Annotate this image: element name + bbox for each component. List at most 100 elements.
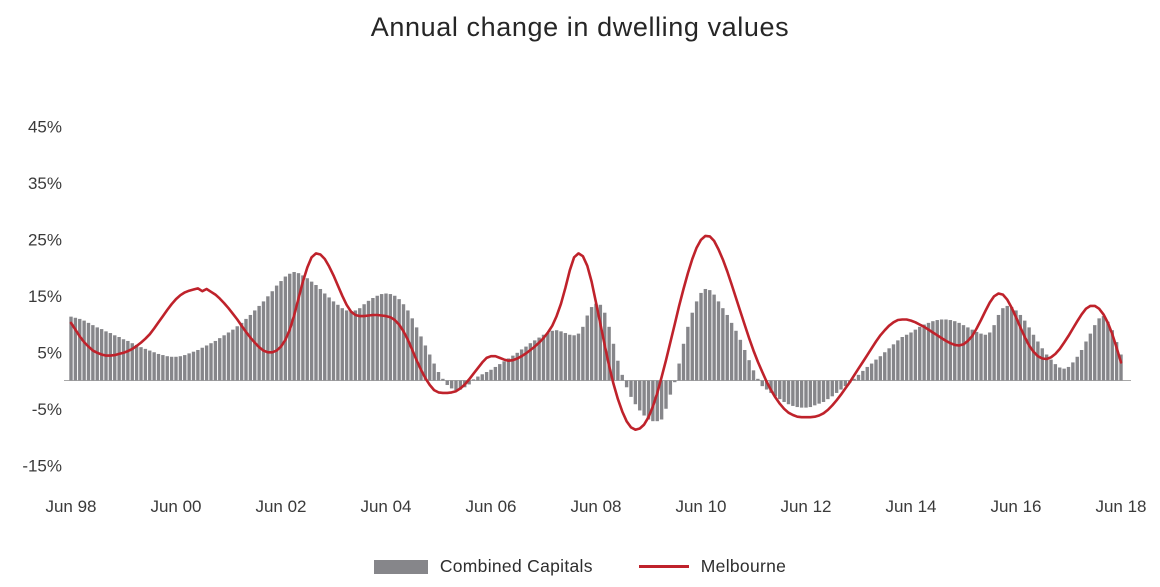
combined-capitals-bar — [318, 288, 323, 381]
combined-capitals-bar — [839, 380, 843, 390]
legend-label: Melbourne — [700, 556, 787, 576]
combined-capitals-bar — [1110, 330, 1114, 381]
combined-capitals-bar — [537, 337, 541, 381]
combined-capitals-bar — [331, 301, 336, 381]
combined-capitals-bar — [743, 349, 747, 381]
combined-capitals-bar — [113, 335, 117, 381]
y-axis-tick-label: 5% — [37, 343, 62, 362]
combined-capitals-bar — [1001, 308, 1005, 381]
combined-capitals-bar — [528, 343, 533, 381]
combined-capitals-bar — [397, 299, 401, 381]
combined-capitals-bar — [91, 325, 95, 381]
combined-capitals-bar — [747, 360, 751, 381]
combined-capitals-bar — [594, 303, 598, 381]
combined-capitals-bar — [506, 358, 511, 381]
combined-capitals-bar — [541, 334, 546, 381]
combined-capitals-bar — [117, 337, 121, 381]
combined-capitals-bar — [646, 380, 651, 420]
combined-capitals-bar — [270, 291, 274, 381]
combined-capitals-bar — [629, 380, 633, 397]
combined-capitals-bar — [283, 276, 288, 381]
combined-capitals-bar — [826, 380, 830, 400]
combined-capitals-bar — [861, 370, 865, 381]
combined-capitals-bar — [401, 304, 406, 381]
chart-legend: Combined Capitals Melbourne — [0, 556, 1160, 577]
combined-capitals-bar — [476, 376, 480, 381]
combined-capitals-bar — [856, 374, 861, 381]
combined-capitals-bar — [585, 315, 589, 381]
combined-capitals-bar — [121, 339, 126, 381]
y-axis-tick-label: 45% — [28, 117, 62, 136]
combined-capitals-bar — [764, 380, 769, 390]
combined-capitals-bar — [1079, 349, 1084, 381]
combined-capitals-bar — [769, 380, 773, 393]
x-axis-tick-label: Jun 98 — [45, 497, 96, 516]
combined-capitals-bar — [992, 325, 996, 381]
combined-capitals-bar — [852, 378, 856, 381]
combined-capitals-bar — [336, 304, 340, 381]
combined-capitals-bar — [235, 326, 239, 381]
combined-capitals-bar — [974, 331, 979, 381]
combined-capitals-bar — [642, 380, 646, 416]
combined-capitals-bar — [126, 340, 130, 381]
combined-capitals-bar — [1031, 334, 1036, 381]
combined-capitals-bar — [690, 312, 694, 381]
combined-capitals-bar — [196, 349, 200, 381]
combined-capitals-bar — [874, 359, 878, 381]
combined-capitals-bar — [441, 378, 445, 381]
combined-capitals-bar — [183, 355, 187, 381]
combined-capitals-bar — [86, 322, 91, 381]
legend-label: Combined Capitals — [439, 556, 593, 576]
combined-capitals-bar — [668, 380, 673, 395]
combined-capitals-bar — [655, 380, 659, 422]
combined-capitals-bar — [156, 353, 161, 381]
combined-capitals-bar — [406, 310, 410, 381]
combined-capitals-bar — [869, 363, 874, 381]
combined-capitals-bar — [804, 380, 808, 408]
combined-capitals-bar — [760, 380, 764, 387]
combined-capitals-bar — [659, 380, 664, 420]
combined-capitals-bar — [393, 295, 397, 381]
combined-capitals-bar — [388, 294, 393, 381]
combined-capitals-bar — [926, 322, 931, 381]
combined-capitals-bar — [358, 308, 362, 381]
combined-capitals-bar — [865, 366, 869, 381]
combined-capitals-bar — [384, 293, 388, 381]
combined-capitals-bar — [130, 343, 134, 381]
combined-capitals-bar — [1101, 316, 1106, 381]
combined-capitals-bar — [519, 349, 524, 381]
combined-capitals-bar — [353, 310, 358, 381]
combined-capitals-bar — [1040, 348, 1044, 381]
combined-capitals-bar — [948, 320, 953, 381]
combined-capitals-bar — [712, 294, 716, 381]
combined-capitals-bar — [904, 334, 909, 381]
combined-capitals-bar — [953, 321, 957, 381]
combined-capitals-bar — [1097, 318, 1101, 381]
combined-capitals-bar — [78, 318, 82, 381]
combined-capitals-bar — [340, 308, 344, 381]
combined-capitals-bar — [1014, 310, 1018, 381]
combined-capitals-bar — [257, 305, 261, 381]
combined-capitals-bar — [344, 310, 349, 381]
combined-capitals-bar — [274, 285, 279, 381]
combined-capitals-bar — [305, 278, 309, 381]
combined-capitals-bar — [559, 331, 563, 381]
combined-capitals-bar — [791, 380, 795, 406]
combined-capitals-bar — [445, 380, 449, 386]
combined-capitals-bar — [253, 310, 257, 381]
combined-capitals-bar — [935, 320, 939, 381]
combined-capitals-bar — [467, 380, 471, 385]
combined-capitals-bar — [169, 356, 174, 381]
combined-capitals-bar — [931, 321, 935, 381]
x-axis-tick-label: Jun 18 — [1095, 497, 1146, 516]
combined-capitals-bar — [786, 380, 791, 405]
bar-series-swatch — [373, 559, 428, 574]
combined-capitals-bar — [143, 348, 148, 381]
combined-capitals-bar — [773, 380, 778, 397]
combined-capitals-bar — [524, 346, 528, 381]
combined-capitals-bar — [563, 333, 568, 381]
combined-capitals-bar — [572, 335, 576, 381]
combined-capitals-bar — [1044, 354, 1049, 381]
combined-capitals-bar — [498, 364, 502, 381]
combined-capitals-bar — [734, 330, 738, 381]
